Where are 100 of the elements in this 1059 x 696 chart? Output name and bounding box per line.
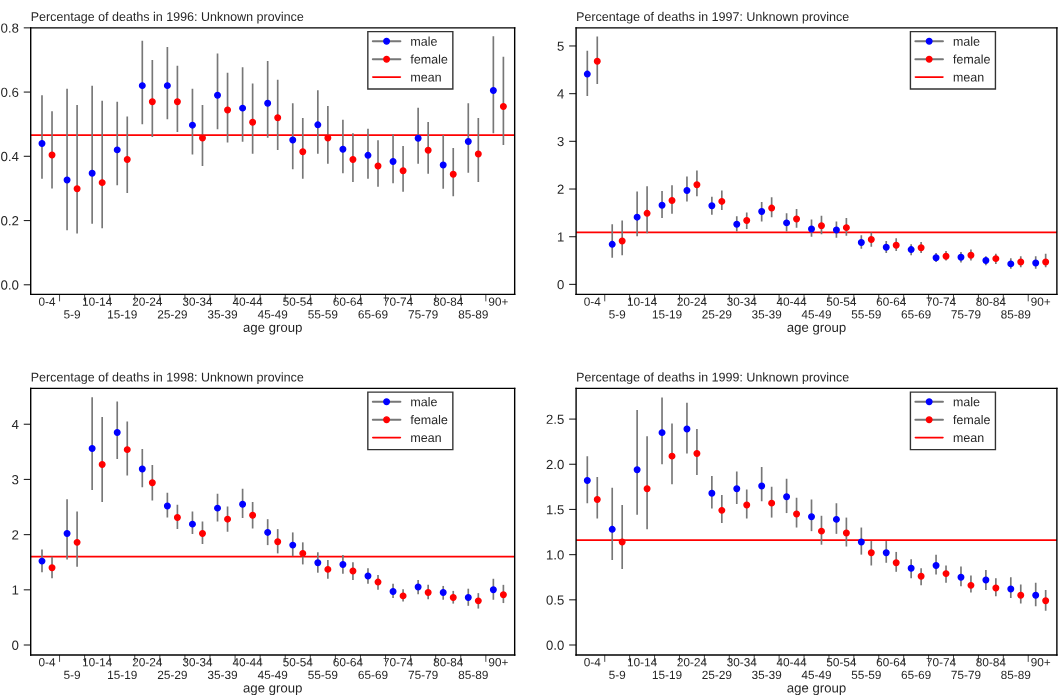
y-tick-label: 1.0 bbox=[546, 550, 564, 560]
x-tick-label: 25-29 bbox=[157, 310, 187, 319]
y-tick-label: 0.2 bbox=[1, 216, 19, 226]
y-tick-label: 1 bbox=[557, 232, 564, 242]
x-tick-label: 40-44 bbox=[776, 658, 807, 667]
x-tick-label: 90+ bbox=[1031, 297, 1051, 306]
x-tick-label: 50-54 bbox=[826, 658, 857, 667]
x-tick-label: 35-39 bbox=[207, 310, 238, 319]
legend-label: female bbox=[953, 415, 990, 425]
x-tick-label: 15-19 bbox=[652, 310, 682, 319]
y-tick-label: 0.0 bbox=[546, 640, 564, 650]
x-tick-label: 15-19 bbox=[652, 670, 682, 680]
x-tick-label: 10-14 bbox=[627, 297, 657, 306]
x-tick-label: 10-14 bbox=[627, 658, 657, 667]
y-tick-label: 3 bbox=[12, 475, 19, 485]
legend-label: mean bbox=[953, 435, 984, 443]
x-axis-title: age group bbox=[787, 324, 846, 335]
x-tick-label: 45-49 bbox=[801, 310, 832, 319]
x-tick-label: 20-24 bbox=[132, 297, 163, 306]
x-tick-label: 45-49 bbox=[257, 310, 288, 319]
x-tick-label: 40-44 bbox=[232, 297, 263, 306]
x-tick-label: 50-54 bbox=[283, 658, 313, 667]
x-tick-label: 70-74 bbox=[926, 658, 956, 667]
chart-title: Percentage of deaths in 1998: Unknown province bbox=[31, 372, 304, 385]
x-tick-label: 25-29 bbox=[157, 670, 187, 680]
x-tick-label: 10-14 bbox=[82, 297, 112, 306]
y-tick-label: 2 bbox=[12, 530, 19, 540]
chart-title: Percentage of deaths in 1997: Unknown province bbox=[577, 11, 849, 24]
x-tick-label: 10-14 bbox=[82, 658, 112, 667]
x-tick-label: 15-19 bbox=[108, 670, 137, 680]
x-tick-label: 70-74 bbox=[926, 297, 956, 306]
legend-label: male bbox=[411, 397, 437, 407]
x-tick-label: 70-74 bbox=[383, 297, 413, 306]
x-tick-label: 35-39 bbox=[752, 310, 782, 319]
x-tick-label: 0-4 bbox=[584, 297, 601, 306]
y-tick-label: 4 bbox=[11, 419, 19, 430]
y-tick-label: 5 bbox=[557, 41, 564, 51]
x-tick-label: 60-64 bbox=[333, 658, 363, 667]
x-tick-label: 80-84 bbox=[433, 658, 463, 667]
y-tick-label: 0 bbox=[12, 640, 19, 650]
x-tick-label: 80-84 bbox=[976, 658, 1006, 667]
x-tick-label: 30-34 bbox=[182, 658, 213, 667]
x-tick-label: 30-34 bbox=[182, 297, 213, 306]
x-tick-label: 60-64 bbox=[876, 658, 906, 667]
x-tick-label: 85-89 bbox=[1001, 670, 1031, 680]
x-tick-label: 15-19 bbox=[108, 310, 137, 319]
chart-title: Percentage of deaths in 1996: Unknown province bbox=[31, 11, 304, 24]
legend-label: female bbox=[953, 54, 990, 64]
y-tick-label: 0.8 bbox=[1, 23, 19, 33]
legend-label: mean bbox=[953, 74, 984, 82]
y-tick-label: 0.4 bbox=[1, 151, 19, 162]
legend-label: male bbox=[411, 36, 437, 46]
x-tick-label: 65-69 bbox=[901, 310, 931, 319]
x-axis-title: age group bbox=[243, 685, 302, 696]
legend-label: male bbox=[953, 397, 980, 407]
x-tick-label: 50-54 bbox=[826, 297, 857, 306]
x-tick-label: 20-24 bbox=[677, 297, 707, 306]
x-tick-label: 65-69 bbox=[358, 670, 388, 680]
x-tick-label: 65-69 bbox=[901, 670, 931, 680]
x-tick-label: 45-49 bbox=[801, 670, 832, 680]
x-tick-label: 30-34 bbox=[727, 658, 757, 667]
y-tick-label: 0.0 bbox=[1, 280, 19, 290]
chart-title: Percentage of deaths in 1999: Unknown province bbox=[577, 372, 849, 385]
x-tick-label: 25-29 bbox=[702, 310, 732, 319]
legend-label: mean bbox=[411, 435, 441, 443]
x-tick-label: 0-4 bbox=[38, 658, 56, 667]
x-tick-label: 35-39 bbox=[207, 670, 238, 680]
x-tick-label: 25-29 bbox=[702, 670, 732, 680]
x-tick-label: 20-24 bbox=[677, 658, 707, 667]
x-tick-label: 30-34 bbox=[727, 297, 757, 306]
x-tick-label: 5-9 bbox=[64, 670, 81, 680]
x-tick-label: 60-64 bbox=[876, 297, 906, 306]
x-tick-label: 5-9 bbox=[64, 310, 81, 319]
y-tick-label: 2 bbox=[557, 184, 564, 194]
y-tick-label: 0.6 bbox=[1, 87, 19, 97]
x-tick-label: 90+ bbox=[488, 658, 508, 667]
legend-label: male bbox=[953, 36, 980, 46]
x-tick-label: 55-59 bbox=[851, 310, 881, 319]
x-tick-label: 80-84 bbox=[976, 297, 1006, 306]
x-tick-label: 55-59 bbox=[308, 670, 338, 680]
y-tick-label: 1.5 bbox=[546, 505, 564, 515]
x-tick-label: 20-24 bbox=[132, 658, 163, 667]
legend-label: female bbox=[410, 415, 448, 425]
x-tick-label: 55-59 bbox=[851, 670, 881, 680]
x-tick-label: 85-89 bbox=[458, 310, 488, 319]
legend-label: female bbox=[410, 54, 448, 64]
x-tick-label: 55-59 bbox=[308, 310, 338, 319]
x-tick-label: 0-4 bbox=[38, 297, 56, 306]
x-tick-label: 45-49 bbox=[257, 670, 288, 680]
x-tick-label: 60-64 bbox=[333, 297, 363, 306]
x-tick-label: 50-54 bbox=[283, 297, 313, 306]
x-tick-label: 5-9 bbox=[609, 310, 626, 319]
y-tick-label: 0.5 bbox=[546, 595, 564, 605]
x-tick-label: 35-39 bbox=[752, 670, 782, 680]
y-tick-label: 2.0 bbox=[546, 459, 564, 470]
x-tick-label: 80-84 bbox=[433, 297, 463, 306]
x-tick-label: 75-79 bbox=[408, 670, 438, 680]
x-tick-label: 85-89 bbox=[458, 670, 488, 680]
x-tick-label: 65-69 bbox=[358, 310, 388, 319]
x-tick-label: 40-44 bbox=[776, 297, 807, 306]
